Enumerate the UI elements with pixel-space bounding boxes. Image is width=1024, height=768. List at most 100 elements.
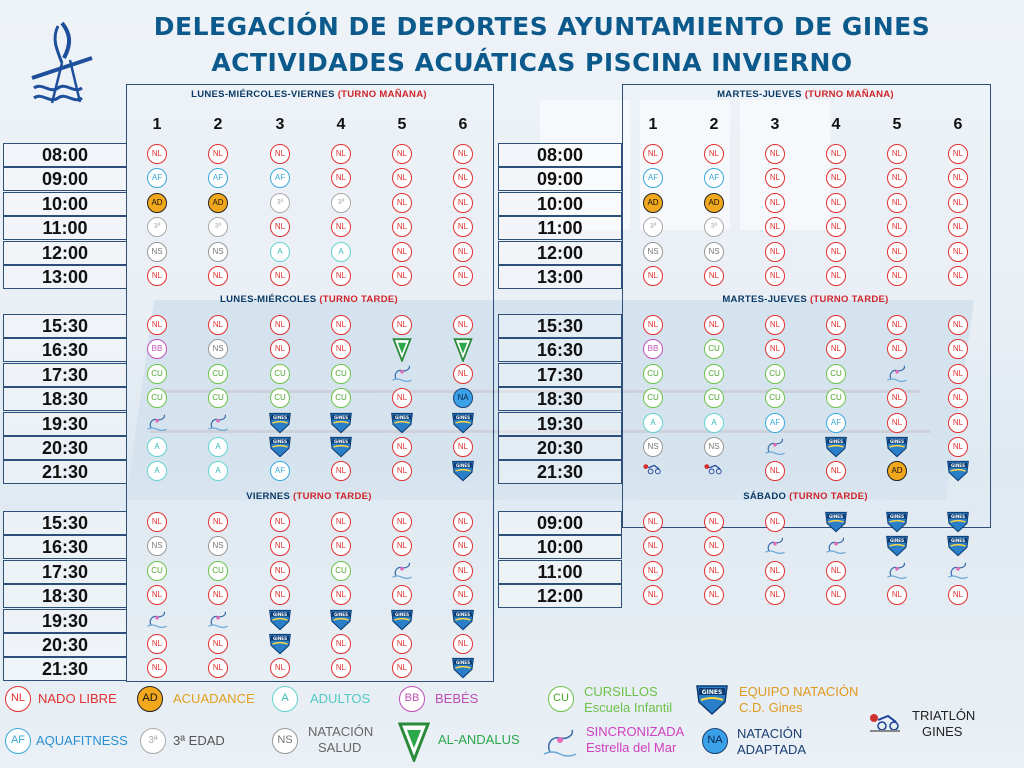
activity-badge-left-lane-5: NL bbox=[392, 388, 412, 409]
activity-badge-left-lane-1: CU bbox=[147, 388, 167, 409]
activity-badge-right-lane-6: NL bbox=[948, 388, 968, 409]
activity-badge-left-lane-6: NL bbox=[453, 560, 473, 581]
activity-badge-left-lane-1: A bbox=[147, 461, 167, 482]
activity-badge-left-lane-2: NL bbox=[208, 634, 228, 654]
activity-badge-left-lane-1: AD bbox=[147, 192, 167, 213]
svg-text:GINES: GINES bbox=[702, 689, 723, 696]
schedule-row: 18:30 CU CU CU CU NL NA bbox=[0, 387, 1024, 412]
section-heading-left-friday: VIERNES (TURNO TARDE) bbox=[246, 491, 372, 502]
activity-badge-left-lane-3: NL bbox=[270, 536, 290, 557]
schedule-row: 18:30 NL NL NL NL NL NL bbox=[0, 584, 1024, 609]
activity-badge-right-lane-3: AF bbox=[765, 412, 785, 433]
activity-badge-left-lane-4: NL bbox=[331, 585, 351, 606]
activity-badge-right-lane-3: NL bbox=[765, 512, 785, 532]
natacion-salud-icon: NS bbox=[272, 728, 298, 754]
activity-badge-right-lane-1: NL bbox=[643, 512, 663, 532]
activity-badge-left-lane-4: CU bbox=[331, 388, 351, 409]
svg-text:GINES: GINES bbox=[890, 514, 904, 519]
activity-badge-left-lane-2: NL bbox=[208, 585, 228, 606]
activity-badge-left-lane-5: NL bbox=[392, 315, 412, 335]
svg-text:GINES: GINES bbox=[395, 414, 409, 419]
lane-number-left-2: 2 bbox=[213, 116, 223, 133]
activity-badge-right-lane-6: NL bbox=[948, 168, 968, 189]
sincro-estrella-del-mar-icon bbox=[390, 363, 414, 385]
svg-text:GINES: GINES bbox=[395, 611, 409, 616]
activity-badge-right-lane-6: NL bbox=[948, 339, 968, 360]
activity-badge-right-lane-6: NL bbox=[948, 192, 968, 213]
time-slot-label: 19:30 bbox=[498, 411, 622, 436]
activity-badge-left-lane-4: A bbox=[331, 241, 351, 262]
activity-badge-right-lane-5: NL bbox=[887, 217, 907, 238]
activity-badge-right-lane-2: A bbox=[704, 412, 724, 433]
activity-badge-left-lane-3: CU bbox=[270, 388, 290, 409]
activity-badge-right-lane-3: NL bbox=[765, 585, 785, 606]
activity-badge-left-lane-6: NL bbox=[453, 315, 473, 335]
gines-sports-logo bbox=[31, 21, 93, 104]
section-heading-left-morning: LUNES-MIÉRCOLES-VIERNES (TURNO MAÑANA) bbox=[191, 89, 427, 100]
time-slot-label: 10:00 bbox=[498, 535, 622, 560]
activity-badge-left-lane-5: NL bbox=[392, 168, 412, 189]
gines-team-badge-icon: GINES bbox=[329, 412, 353, 434]
activity-badge-left-lane-1: NS bbox=[147, 241, 167, 262]
activity-badge-left-lane-3: A bbox=[270, 241, 290, 262]
tercera-edad-icon: 3ª bbox=[140, 728, 166, 754]
activity-badge-left-lane-5: NL bbox=[392, 512, 412, 532]
lane-number-right-4: 4 bbox=[831, 116, 841, 133]
activity-badge-right-lane-1: AD bbox=[643, 192, 663, 213]
schedule-row: 12:00 NS NS A A NL NL bbox=[0, 240, 1024, 265]
activity-badge-left-lane-1: CU bbox=[147, 560, 167, 581]
activity-badge-left-lane-4: NL bbox=[331, 634, 351, 654]
activity-badge-right-lane-6: NL bbox=[948, 585, 968, 606]
activity-badge-left-lane-3: NL bbox=[270, 315, 290, 335]
activity-badge-right-lane-1: NL bbox=[643, 585, 663, 606]
time-slot-label: 09:00 bbox=[498, 167, 622, 192]
triatlon-gines-icon bbox=[641, 460, 665, 482]
time-slot-label: 20:30 bbox=[3, 436, 127, 460]
aquafitness-icon: AF bbox=[5, 728, 31, 754]
activity-badge-left-lane-6: NL bbox=[453, 437, 473, 457]
activity-badge-left-lane-6: NL bbox=[453, 241, 473, 262]
activity-badge-left-lane-1: NL bbox=[147, 512, 167, 532]
activity-badge-right-lane-5: NL bbox=[887, 192, 907, 213]
activity-badge-right-lane-5: NL bbox=[887, 168, 907, 189]
activity-badge-right-lane-1: CU bbox=[643, 388, 663, 409]
activity-badge-right-lane-3: NL bbox=[765, 217, 785, 238]
svg-text:GINES: GINES bbox=[829, 514, 843, 519]
activity-badge-right-lane-3: NL bbox=[765, 144, 785, 164]
time-slot-label: 17:30 bbox=[3, 362, 127, 387]
svg-text:GINES: GINES bbox=[334, 414, 348, 419]
activity-badge-left-lane-3: NL bbox=[270, 144, 290, 164]
al-andalus-pennant-icon bbox=[398, 722, 430, 762]
svg-text:GINES: GINES bbox=[273, 439, 287, 444]
activity-badge-left-lane-3: NL bbox=[270, 339, 290, 360]
time-slot-label: 16:30 bbox=[498, 338, 622, 363]
activity-badge-left-lane-6: NL bbox=[453, 634, 473, 654]
sincro-estrella-del-mar-icon bbox=[763, 436, 787, 458]
activity-badge-right-lane-1: NL bbox=[643, 266, 663, 286]
schedule-row: 19:30 GINES GINES GINES GINES bbox=[0, 608, 1024, 633]
activity-badge-right-lane-6: NL bbox=[948, 266, 968, 286]
gines-team-badge-icon: GINES bbox=[268, 633, 292, 655]
time-slot-label: 12:00 bbox=[3, 240, 127, 265]
activity-badge-right-lane-2: NL bbox=[704, 536, 724, 557]
activity-badge-left-lane-1: NL bbox=[147, 315, 167, 335]
section-heading-left-afternoon: LUNES-MIÉRCOLES (TURNO TARDE) bbox=[220, 294, 398, 305]
activity-badge-left-lane-2: AF bbox=[208, 168, 228, 189]
activity-badge-left-lane-5: NL bbox=[392, 634, 412, 654]
gines-team-badge-icon: GINES bbox=[329, 609, 353, 631]
activity-badge-right-lane-2: AF bbox=[704, 168, 724, 189]
activity-badge-left-lane-1: A bbox=[147, 437, 167, 457]
svg-text:GINES: GINES bbox=[273, 414, 287, 419]
activity-badge-left-lane-1: NS bbox=[147, 536, 167, 557]
sincro-estrella-del-mar-icon bbox=[763, 535, 787, 557]
gines-team-badge-icon: GINES bbox=[451, 657, 475, 679]
schedule-row: 17:30 CU CU NL CU NL bbox=[0, 559, 1024, 584]
activity-badge-left-lane-2: AD bbox=[208, 192, 228, 213]
section-heading-right-saturday: SÁBADO (TURNO TARDE) bbox=[743, 491, 868, 502]
schedule-row: 15:30 NL NL NL NL NL NL bbox=[0, 511, 1024, 535]
activity-badge-right-lane-1: AF bbox=[643, 168, 663, 189]
activity-badge-right-lane-1: A bbox=[643, 412, 663, 433]
activity-badge-right-lane-4: CU bbox=[826, 363, 846, 384]
activity-badge-left-lane-3: AF bbox=[270, 461, 290, 482]
time-slot-label: 20:30 bbox=[498, 436, 622, 460]
